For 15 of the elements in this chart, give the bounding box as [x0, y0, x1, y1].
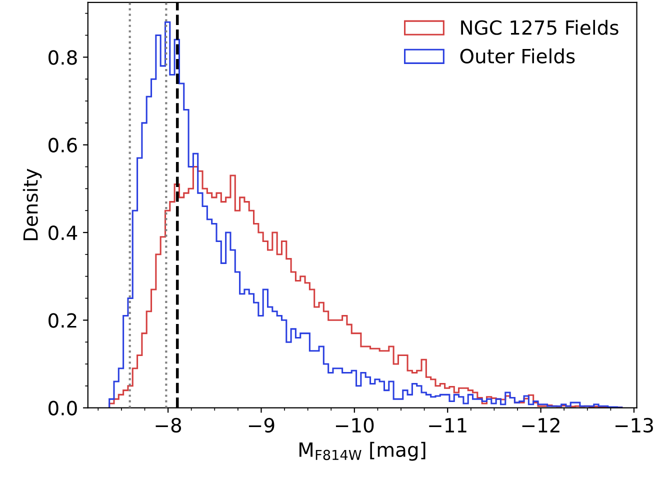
x-tick-label: −13 [616, 418, 653, 433]
x-tick-label: −11 [429, 418, 466, 432]
x-tick-label: −9 [248, 418, 274, 433]
legend-label: NGC 1275 Fields [461, 20, 618, 35]
legend-label: Outer Fields [460, 48, 575, 64]
y-tick-label: 0.2 [48, 313, 76, 328]
y-axis-title: Density [22, 168, 42, 240]
y-tick-label: 0.0 [48, 400, 77, 416]
x-tick-label: −8 [156, 418, 182, 433]
y-tick-label: 0.4 [48, 225, 78, 240]
y-tick-label: 0.6 [48, 138, 77, 153]
x-tick-label: −10 [336, 418, 374, 433]
x-tick-label: −12 [522, 418, 560, 432]
x-axis-title: M$_{F814W}$ [mag] [300, 442, 426, 461]
y-tick-label: 0.8 [48, 50, 77, 65]
